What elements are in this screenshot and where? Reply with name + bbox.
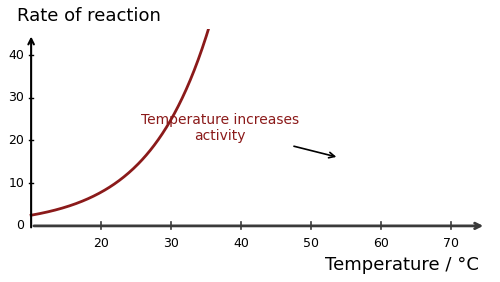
Text: 20: 20 <box>8 134 24 147</box>
Text: 10: 10 <box>8 177 24 190</box>
Text: 70: 70 <box>443 237 459 250</box>
Text: 40: 40 <box>8 49 24 61</box>
Text: 40: 40 <box>233 237 249 250</box>
Text: 50: 50 <box>303 237 319 250</box>
Text: Rate of reaction: Rate of reaction <box>17 7 161 25</box>
Text: Temperature increases
activity: Temperature increases activity <box>141 113 334 158</box>
Text: 30: 30 <box>163 237 179 250</box>
Text: 20: 20 <box>93 237 109 250</box>
Text: Temperature / °C: Temperature / °C <box>325 256 479 274</box>
Text: 60: 60 <box>373 237 389 250</box>
Text: 0: 0 <box>16 219 24 232</box>
Text: 30: 30 <box>8 91 24 104</box>
